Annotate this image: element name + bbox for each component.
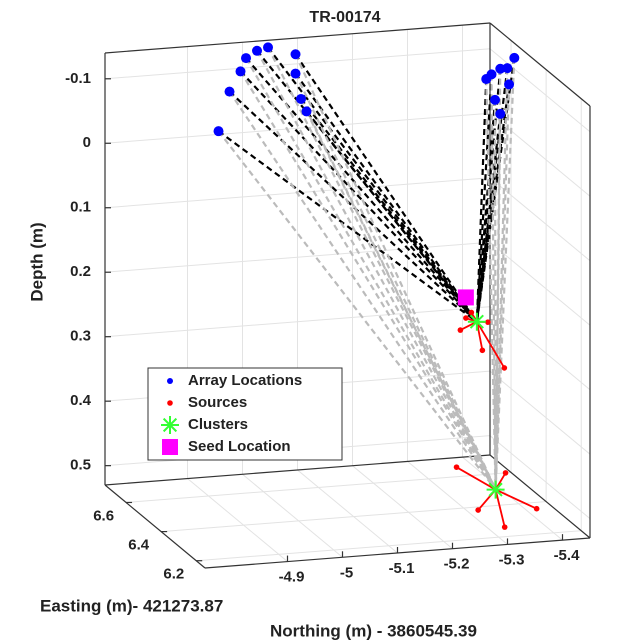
ray [475,99,497,322]
legend-label: Seed Location [188,438,291,455]
array-point [301,106,312,117]
array-point [502,63,513,74]
source-point [533,505,540,512]
axis-edge [104,484,206,569]
ray [267,46,478,323]
source-point [463,315,469,321]
array-point [241,53,252,64]
source-point [485,319,491,325]
source-link [456,466,497,491]
ray [239,70,497,491]
source-link [495,488,538,510]
source-point [453,464,460,470]
ray [305,110,497,491]
source-point [468,309,475,316]
z-tick-label: -0.1 [65,70,91,87]
ray [475,79,488,322]
source-link [476,321,506,369]
seed-point [457,289,474,306]
z-axis-label: Depth (m) [27,222,46,301]
x-tick-label: -5 [340,564,353,581]
cluster-point [486,480,505,499]
star-stroke [488,482,503,497]
z-tick-label: 0 [83,134,91,151]
z-tick-label: 0.5 [70,457,91,474]
source-point [475,507,481,513]
legend-label: Array Locations [188,372,302,389]
ray [305,110,478,323]
z-tick-label: 0.1 [70,199,91,216]
rays [217,46,538,528]
x-tick-label: -5.4 [554,547,581,564]
ray [245,57,478,323]
array-point [252,45,263,56]
chart-title: TR-00174 [309,9,380,26]
y-tick-label: 6.4 [128,537,150,554]
ray [228,90,478,323]
ray [294,53,478,323]
ray [494,84,511,490]
cluster-point [161,416,179,434]
legend: Array Locations Sources Clusters Seed Locat… [147,367,343,461]
array-point [490,94,501,105]
legend-label: Clusters [188,416,248,433]
ray [256,50,497,491]
array-point [495,108,506,119]
z-tick-label: 0.4 [70,392,92,409]
x-tick-label: -5.1 [389,560,415,577]
legend-box [147,367,343,461]
legend-marker [167,378,173,384]
y-axis-label: Easting (m)- 421273.87 [40,596,223,615]
star-stroke [469,314,484,329]
array-point [509,52,520,63]
x-tick-label: -5.2 [444,556,470,573]
x-tick-label: -4.9 [279,569,305,586]
axis-edge [489,22,591,107]
source-point [501,524,508,530]
marks [213,42,540,530]
array-point [290,68,301,79]
array-point [486,69,497,80]
axis-edge [104,454,491,486]
x-tick-label: -5.3 [499,551,525,568]
source-link [494,489,506,528]
axis-edge [104,22,491,54]
y-tick-label: 6.2 [163,566,184,583]
ray [485,79,497,490]
ray [494,113,502,490]
z-tick-label: 0.2 [70,263,91,280]
array-point [224,86,235,97]
ray [239,70,478,323]
source-point [167,400,173,406]
array-point [290,49,301,60]
source-point [479,347,486,354]
axis-edge [489,454,591,539]
x-axis-label: Northing (m) - 3860545.39 [270,621,477,640]
ray [294,73,497,491]
array-point [296,93,307,104]
ray [300,98,478,323]
ray [475,74,493,322]
ray [217,130,497,491]
source-point [501,365,508,371]
array-point [263,42,274,53]
legend-label: Sources [188,394,247,411]
ray [245,57,497,491]
array-point [235,66,246,77]
array-point [504,79,515,90]
z-tick-label: 0.3 [70,328,91,345]
ray [217,130,478,323]
star-stroke [162,417,178,433]
y-tick-label: 6.6 [93,507,114,524]
array-point [213,126,224,137]
ray [294,72,478,323]
source-point [502,470,509,476]
source-point [457,327,464,333]
seed-point [162,439,178,455]
axes-box [104,22,591,569]
cluster-point [467,312,486,331]
